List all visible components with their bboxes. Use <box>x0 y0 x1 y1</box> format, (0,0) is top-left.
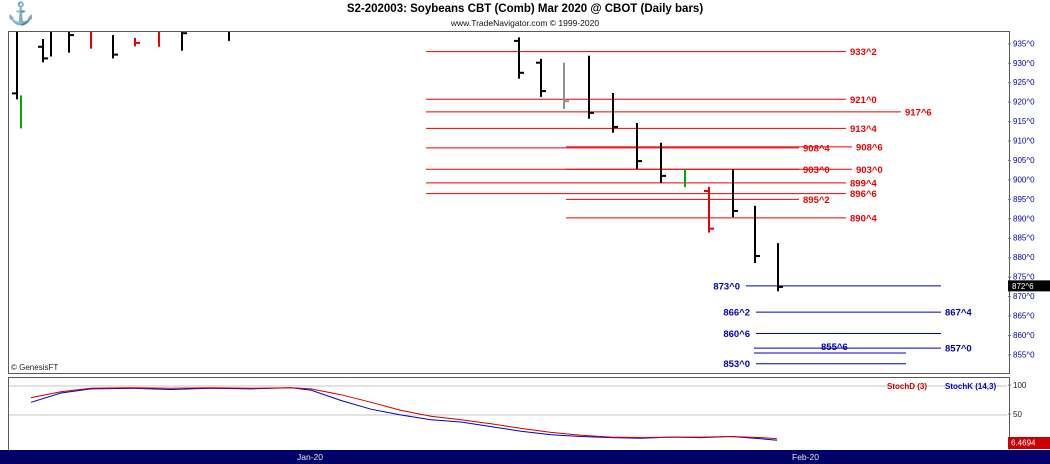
price-level-label: 895^2 <box>803 195 830 206</box>
price-axis-label: 895^0 <box>1013 195 1035 204</box>
date-label-feb20: Feb-20 <box>792 452 819 462</box>
price-axis-label: 860^0 <box>1013 331 1035 340</box>
price-axis[interactable]: 935^0 930^0 925^0 920^0 915^0 910^0 905^0 900^0… <box>1008 31 1050 372</box>
price-axis-label: 915^0 <box>1013 117 1035 126</box>
price-level-label: 903^0 <box>803 165 830 176</box>
stochastic-axis[interactable]: 100 50 6.4694 <box>1008 377 1050 449</box>
stoch-series-line <box>30 387 778 441</box>
anchor-icon: ⚓ <box>7 1 35 26</box>
price-chart-canvas[interactable]: 933^2 921^0 917^6 913^4 908^4 908^6 903^0 903^0… <box>9 32 1007 371</box>
price-axis-label: 875^0 <box>1013 273 1035 282</box>
stochastic-axis-canvas: 100 50 6.4694 <box>1008 381 1050 449</box>
date-label-jan20: Jan-20 <box>297 452 323 462</box>
stoch-current-value: 6.4694 <box>1011 439 1036 448</box>
price-level-label: 921^0 <box>850 95 877 106</box>
price-level-label: 890^4 <box>850 213 877 224</box>
price-axis-canvas: 935^0 930^0 925^0 920^0 915^0 910^0 905^0 900^0… <box>1008 39 1050 359</box>
price-axis-label: 920^0 <box>1013 98 1035 107</box>
price-axis-label: 855^0 <box>1013 350 1035 359</box>
price-axis-label: 935^0 <box>1013 39 1035 48</box>
stochd-label: StochD (3) <box>887 382 927 391</box>
price-axis-label: 865^0 <box>1013 312 1035 321</box>
price-axis-label: 930^0 <box>1013 59 1035 68</box>
price-axis-label: 890^0 <box>1013 214 1035 223</box>
price-chart-panel[interactable]: 933^2 921^0 917^6 913^4 908^4 908^6 903^0 903^0… <box>8 31 1010 374</box>
price-axis-label: 880^0 <box>1013 253 1035 262</box>
stochastic-panel[interactable]: StochD (3) StochK (14,3) <box>8 377 1010 451</box>
chart-subtitle: www.TradeNavigator.com © 1999-2020 <box>450 18 600 28</box>
price-level-label: 917^6 <box>905 107 932 118</box>
price-level-label: 908^6 <box>856 142 883 153</box>
price-level-label: 857^0 <box>945 344 972 355</box>
price-axis-label: 870^0 <box>1013 292 1035 301</box>
stoch-series-line <box>30 387 778 440</box>
price-level-label: 896^6 <box>850 189 877 200</box>
price-axis-label: 900^0 <box>1013 175 1035 184</box>
price-axis-label: 910^0 <box>1013 137 1035 146</box>
price-level-label: 853^0 <box>723 359 750 370</box>
price-level-label: 913^4 <box>850 124 877 135</box>
stoch-axis-label: 50 <box>1013 410 1022 419</box>
price-level-label: 855^6 <box>821 342 848 353</box>
price-level-label: 866^2 <box>723 308 750 319</box>
price-axis-label: 885^0 <box>1013 234 1035 243</box>
stoch-current-badge <box>1008 437 1050 449</box>
price-level-label: 899^4 <box>850 178 877 189</box>
stochk-label: StochK (14,3) <box>945 382 997 391</box>
price-level-label: 933^2 <box>850 47 877 58</box>
date-axis[interactable]: Jan-20 Feb-20 <box>0 450 1050 464</box>
price-level-label: 867^4 <box>945 308 972 319</box>
price-level-label: 873^0 <box>713 281 740 292</box>
current-price-badge <box>1008 280 1050 292</box>
stochastic-canvas[interactable] <box>9 378 1007 448</box>
current-price-value: 872^6 <box>1012 282 1034 291</box>
price-level-label: 860^6 <box>723 329 750 340</box>
stoch-axis-label: 100 <box>1013 381 1027 390</box>
chart-title: S2-202003: Soybeans CBT (Comb) Mar 2020 … <box>346 3 704 15</box>
price-axis-label: 905^0 <box>1013 156 1035 165</box>
price-axis-label: 925^0 <box>1013 78 1035 87</box>
genesis-watermark: © GenesisFT <box>11 363 59 372</box>
price-level-label: 908^4 <box>803 143 830 154</box>
price-level-label: 903^0 <box>856 165 883 176</box>
